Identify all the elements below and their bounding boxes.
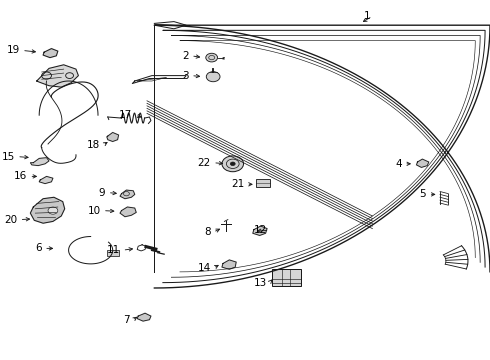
Circle shape xyxy=(48,207,58,214)
Polygon shape xyxy=(222,260,236,269)
Text: 12: 12 xyxy=(254,225,267,235)
Text: 10: 10 xyxy=(87,206,100,216)
Text: 18: 18 xyxy=(87,140,100,150)
Text: 19: 19 xyxy=(6,45,20,55)
Polygon shape xyxy=(137,313,151,321)
Text: 4: 4 xyxy=(395,159,402,169)
Polygon shape xyxy=(43,49,58,58)
Text: 5: 5 xyxy=(419,189,426,199)
Text: 15: 15 xyxy=(1,152,15,162)
Bar xyxy=(256,179,270,187)
Polygon shape xyxy=(39,176,53,184)
Text: 13: 13 xyxy=(254,278,267,288)
Circle shape xyxy=(222,156,244,172)
Text: 17: 17 xyxy=(119,110,132,120)
Bar xyxy=(107,250,119,256)
Bar xyxy=(272,269,301,286)
Polygon shape xyxy=(30,197,65,223)
Text: 1: 1 xyxy=(363,11,370,21)
Text: 11: 11 xyxy=(107,245,120,255)
Circle shape xyxy=(230,162,235,166)
Text: 2: 2 xyxy=(182,51,189,61)
Text: 20: 20 xyxy=(4,215,17,225)
Polygon shape xyxy=(107,132,119,141)
Text: 7: 7 xyxy=(123,315,130,325)
Text: 9: 9 xyxy=(98,188,105,198)
Polygon shape xyxy=(120,190,135,199)
Circle shape xyxy=(206,72,220,82)
Text: 21: 21 xyxy=(231,179,244,189)
Text: 3: 3 xyxy=(182,71,189,81)
Polygon shape xyxy=(120,207,136,217)
Polygon shape xyxy=(30,158,49,166)
Polygon shape xyxy=(416,159,429,167)
Text: 16: 16 xyxy=(14,171,27,181)
Text: 22: 22 xyxy=(197,158,211,168)
Circle shape xyxy=(206,53,218,62)
Polygon shape xyxy=(253,226,267,235)
Text: 6: 6 xyxy=(35,243,42,253)
Text: 8: 8 xyxy=(204,227,211,237)
Polygon shape xyxy=(37,65,78,87)
Text: 14: 14 xyxy=(197,263,211,273)
